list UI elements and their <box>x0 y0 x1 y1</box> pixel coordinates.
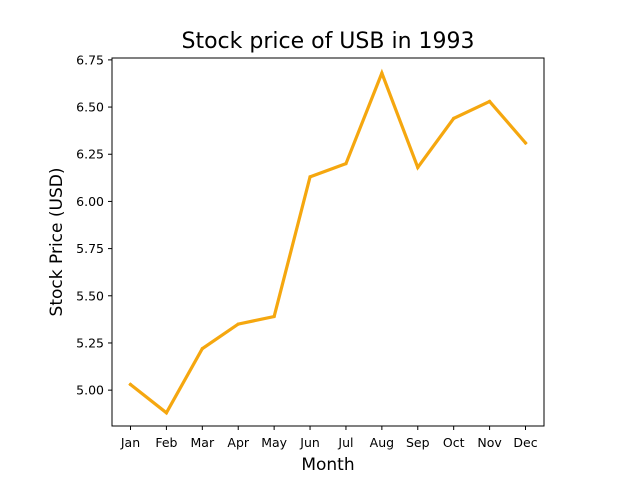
data-point <box>487 99 492 104</box>
data-point <box>164 411 169 415</box>
y-tick-label: 6.50 <box>76 100 104 115</box>
y-tick-label: 5.50 <box>76 288 104 303</box>
y-tick-label: 6.25 <box>76 147 104 162</box>
y-tick-label: 6.00 <box>76 194 104 209</box>
x-tick-label: May <box>261 435 287 450</box>
series-layer <box>128 68 528 416</box>
chart-title: Stock price of USB in 1993 <box>181 29 474 54</box>
y-tick-label: 6.75 <box>76 52 104 67</box>
data-point <box>200 347 204 351</box>
x-axis-label: Month <box>301 455 354 475</box>
x-tick-label: Dec <box>513 435 537 450</box>
x-tick-label: Aug <box>370 435 394 450</box>
data-point <box>523 141 528 145</box>
x-tick-label: Jan <box>120 435 140 450</box>
data-point <box>344 162 348 166</box>
plot-area-frame <box>111 57 545 427</box>
data-point <box>380 71 384 75</box>
x-tick-label: Mar <box>191 435 215 450</box>
y-axis: 5.00 5.25 5.50 5.75 6.00 6.25 6.50 6.75 <box>76 52 112 398</box>
data-point <box>236 322 240 326</box>
data-point <box>416 165 420 170</box>
x-tick-label: Sep <box>406 435 430 450</box>
x-tick-label: Nov <box>477 435 502 450</box>
data-point <box>128 382 133 387</box>
series-line <box>128 68 528 416</box>
y-axis-label: Stock Price (USD) <box>47 168 67 317</box>
x-tick-label: Feb <box>155 435 177 450</box>
y-tick-label: 5.00 <box>76 383 104 398</box>
x-tick-label: Apr <box>227 435 249 450</box>
x-tick-label: Oct <box>443 435 465 450</box>
x-axis: Jan Feb Mar Apr May Jun Jul Aug Sep Oct Nov Dec <box>120 426 538 450</box>
y-tick-label: 5.75 <box>76 241 104 256</box>
data-point <box>272 314 276 319</box>
y-tick-label: 5.25 <box>76 335 104 350</box>
data-point <box>308 175 312 179</box>
data-point <box>452 116 456 120</box>
x-tick-label: Jul <box>337 435 353 450</box>
x-tick-label: Jun <box>299 435 320 450</box>
